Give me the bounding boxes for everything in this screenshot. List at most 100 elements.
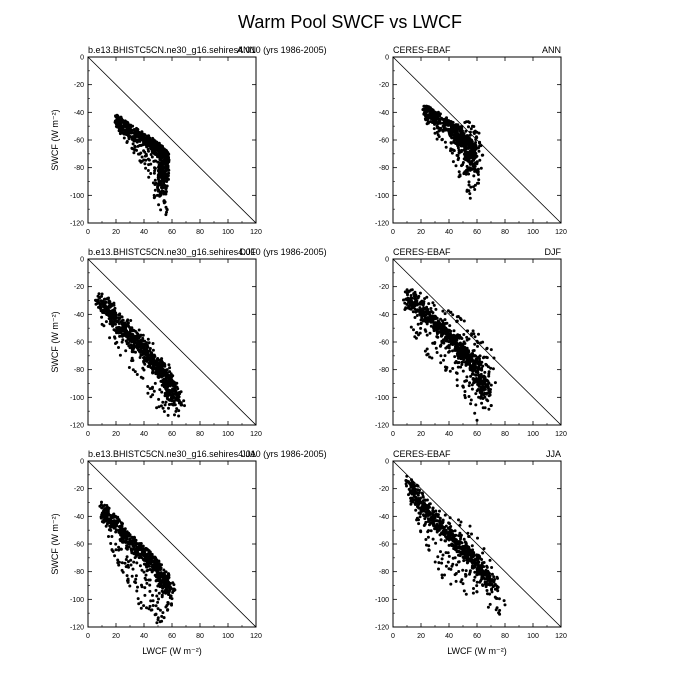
scatter-point	[436, 519, 440, 523]
scatter-point	[145, 554, 149, 558]
scatter-point	[163, 165, 167, 169]
scatter-point	[457, 560, 461, 564]
scatter-point	[435, 530, 439, 534]
scatter-point	[160, 589, 164, 593]
scatter-point	[464, 169, 468, 173]
scatter-point	[136, 144, 140, 148]
scatter-point	[433, 516, 437, 520]
scatter-point	[476, 378, 479, 382]
one-to-one-line	[87, 56, 257, 224]
scatter-point	[496, 576, 499, 580]
scatter-point	[114, 114, 117, 118]
scatter-point	[464, 129, 468, 133]
scatter-point	[462, 319, 466, 323]
scatter-point	[466, 146, 470, 150]
x-tick-label: 40	[140, 633, 148, 640]
scatter-point	[419, 326, 423, 330]
scatter-point	[464, 569, 468, 573]
scatter-point	[476, 562, 480, 566]
scatter-point	[460, 127, 464, 131]
scatter-point	[156, 607, 160, 611]
scatter-point	[170, 597, 174, 601]
scatter-point	[475, 580, 479, 584]
scatter-point	[113, 335, 116, 339]
panel-right-title: DJF	[545, 247, 562, 257]
scatter-point	[485, 363, 489, 367]
scatter-point	[135, 140, 139, 144]
scatter-point	[117, 117, 121, 121]
scatter-point	[474, 392, 478, 396]
scatter-point	[417, 294, 421, 298]
scatter-point	[480, 392, 484, 396]
scatter-point	[173, 413, 176, 417]
scatter-point	[436, 524, 440, 528]
scatter-point	[480, 368, 484, 372]
scatter-point	[414, 297, 418, 301]
scatter-point	[454, 164, 458, 168]
scatter-point	[118, 334, 122, 338]
scatter-point	[105, 514, 109, 518]
scatter-point	[457, 542, 461, 546]
scatter-point	[405, 288, 409, 292]
scatter-point	[498, 612, 502, 616]
scatter-point	[115, 331, 118, 335]
scatter-point	[404, 479, 408, 483]
scatter-point	[117, 346, 120, 349]
scatter-point	[164, 213, 168, 217]
scatter-point	[439, 538, 443, 542]
scatter-point	[155, 193, 159, 197]
scatter-point	[472, 553, 476, 557]
scatter-point	[156, 160, 160, 164]
scatter-point	[121, 338, 125, 342]
scatter-point	[454, 124, 458, 128]
scatter-point	[471, 359, 475, 363]
scatter-point	[459, 546, 463, 550]
y-tick-label: -20	[74, 284, 84, 291]
scatter-point	[450, 564, 454, 568]
scatter-point	[116, 121, 120, 125]
scatter-point	[455, 371, 459, 375]
scatter-point	[503, 603, 507, 607]
scatter-point	[461, 582, 465, 586]
y-tick-label: 0	[385, 55, 389, 62]
scatter-point	[482, 355, 486, 359]
scatter-point	[415, 491, 419, 495]
scatter-point	[475, 567, 479, 571]
scatter-point	[100, 292, 104, 296]
scatter-point	[167, 572, 171, 576]
y-tick-label: -40	[379, 312, 389, 319]
scatter-point	[132, 151, 136, 155]
scatter-point	[118, 124, 122, 128]
scatter-point	[454, 533, 458, 537]
scatter-point	[454, 342, 458, 346]
scatter-point	[141, 553, 145, 556]
scatter-point	[133, 550, 137, 554]
scatter-point	[443, 539, 447, 543]
scatter-point	[489, 404, 493, 408]
x-tick-label: 20	[417, 229, 425, 236]
scatter-point	[429, 309, 433, 313]
panel-left-title: CERES-EBAF	[393, 449, 451, 459]
scatter-point	[147, 136, 151, 140]
scatter-point	[119, 547, 123, 551]
scatter-point	[126, 532, 130, 536]
scatter-point	[425, 322, 429, 326]
scatter-point	[465, 150, 469, 154]
y-tick-label: -20	[379, 284, 389, 291]
scatter-point	[411, 310, 415, 314]
scatter-point	[96, 298, 100, 302]
scatter-point	[153, 561, 157, 565]
scatter-point	[464, 542, 468, 546]
x-tick-label: 120	[250, 633, 262, 640]
scatter-point	[127, 541, 130, 545]
scatter-point	[150, 552, 154, 556]
scatter-point	[437, 567, 440, 571]
scatter-point	[440, 524, 444, 528]
scatter-point	[125, 535, 129, 539]
x-tick-label: 80	[196, 229, 204, 236]
scatter-point	[162, 192, 166, 196]
scatter-point	[473, 335, 477, 339]
scatter-point	[480, 385, 484, 389]
panel-right-title: DJF	[240, 247, 257, 257]
scatter-point	[433, 560, 437, 564]
